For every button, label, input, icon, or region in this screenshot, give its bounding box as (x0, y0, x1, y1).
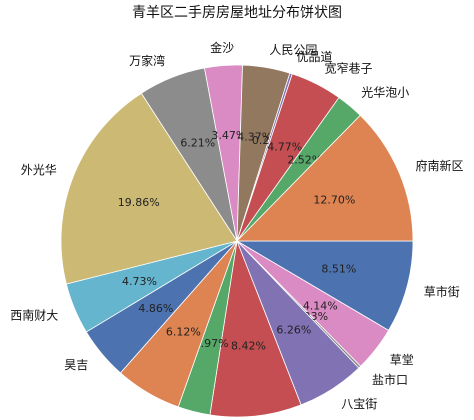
slice-percent-label: 4.37% (237, 130, 272, 143)
pie-slice (236, 114, 414, 242)
slice-percent-label: 6.21% (180, 136, 215, 149)
pie-slice (209, 239, 302, 418)
slice-category-label: 光华泡小 (361, 86, 409, 100)
slice-category-label: 宽窄巷子 (325, 60, 373, 75)
slice-category-label: 金沙 (210, 40, 234, 55)
slice-category-label: 外光华 (21, 163, 57, 177)
slice-percent-label: 4.14% (303, 299, 338, 312)
slice-percent-label: 19.86% (118, 196, 160, 209)
slice-category-label: 西南财大 (10, 308, 58, 323)
slice-percent-label: 4.73% (122, 275, 157, 288)
slice-category-label: 盐市口 (372, 372, 408, 387)
pie-slice (60, 92, 238, 285)
slice-percent-label: 6.12% (166, 326, 201, 339)
slice-percent-label: 4.77% (267, 140, 302, 153)
slice-percent-label: 4.86% (138, 302, 173, 315)
slice-category-label: 草市街 (424, 284, 460, 299)
slice-category-label: 府南新区 (416, 158, 464, 173)
slice-percent-label: 8.51% (321, 262, 356, 275)
slice-percent-label: 3.47% (211, 129, 246, 142)
slice-percent-label: 6.26% (276, 324, 311, 337)
slice-percent-label: 12.70% (313, 194, 355, 207)
slice-category-label: 万家湾 (129, 53, 165, 68)
slice-category-label: 八宝街 (341, 397, 377, 411)
slice-category-label: 草堂 (390, 353, 414, 367)
pie-slice (235, 240, 414, 331)
slice-percent-label: 8.42% (231, 340, 266, 353)
slice-category-label: 人民公园 (269, 43, 317, 57)
slice-category-label: 昊吉 (64, 358, 88, 372)
slice-percent-label: 2.97% (194, 337, 229, 350)
chart-title: 青羊区二手房房屋地址分布饼状图 (132, 5, 342, 21)
slice-category-label: 优品道 (297, 50, 333, 64)
